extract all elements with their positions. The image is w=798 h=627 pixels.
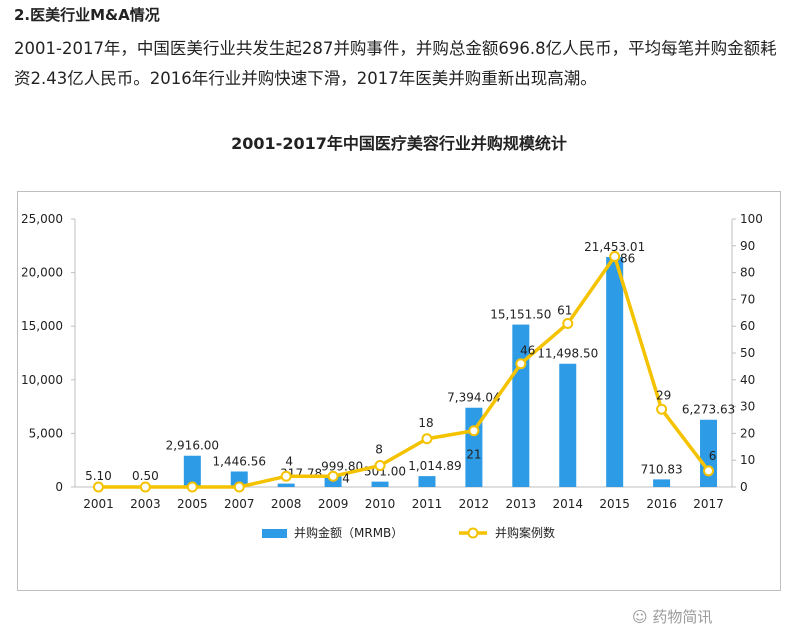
x-tick-label: 2003 [130, 497, 161, 511]
bar-data-label: 2,916.00 [166, 439, 219, 453]
bar-data-label: 1,446.56 [213, 454, 266, 468]
x-tick-label: 2005 [177, 497, 208, 511]
right-tick-label: 10 [740, 453, 755, 467]
line-point [235, 483, 244, 492]
x-tick-label: 2009 [318, 497, 349, 511]
bar-data-label: 6,273.63 [682, 403, 735, 417]
line-point [141, 483, 150, 492]
bar [418, 476, 435, 487]
line-point [610, 252, 619, 261]
bar-data-label: 0.50 [132, 469, 159, 483]
line-data-label: 6 [709, 449, 717, 463]
line-data-label: 29 [656, 388, 671, 402]
right-tick-label: 100 [740, 212, 763, 226]
right-tick-label: 90 [740, 239, 755, 253]
bar [278, 484, 295, 487]
left-tick-label: 5,000 [29, 426, 63, 440]
line-data-label: 4 [285, 454, 293, 468]
line-data-label: 86 [620, 252, 635, 266]
x-tick-label: 2013 [506, 497, 537, 511]
left-tick-label: 20,000 [21, 266, 63, 280]
right-tick-label: 40 [740, 373, 755, 387]
line-data-label: 46 [520, 344, 535, 358]
right-tick-label: 20 [740, 426, 755, 440]
legend-line-label: 并购案例数 [495, 525, 555, 540]
left-tick-label: 15,000 [21, 319, 63, 333]
bar-data-label: 1,014.89 [408, 459, 461, 473]
x-tick-label: 2008 [271, 497, 302, 511]
chart-legend: 并购金额（MRMB） 并购案例数 [262, 525, 555, 540]
bar-data-label: 15,151.50 [490, 308, 551, 322]
x-tick-label: 2012 [459, 497, 490, 511]
x-tick-label: 2015 [599, 497, 630, 511]
left-tick-label: 10,000 [21, 373, 63, 387]
x-tick-label: 2007 [224, 497, 255, 511]
line-point [563, 319, 572, 328]
line-point [704, 466, 713, 475]
bar-data-label: 5.10 [85, 469, 112, 483]
line-data-label: 18 [418, 416, 433, 430]
left-tick-label: 0 [55, 480, 63, 494]
x-tick-label: 2011 [412, 497, 443, 511]
x-tick-label: 2014 [552, 497, 583, 511]
x-tick-label: 2010 [365, 497, 396, 511]
bar-data-label: 11,498.50 [537, 347, 598, 361]
bar [559, 364, 576, 487]
legend-bar-swatch [262, 529, 287, 538]
line-data-label: 8 [375, 443, 383, 457]
right-tick-label: 80 [740, 266, 755, 280]
line-point [422, 434, 431, 443]
line-point [516, 359, 525, 368]
left-tick-label: 25,000 [21, 212, 63, 226]
legend-line-marker [469, 529, 478, 538]
line-data-label: 21 [466, 448, 481, 462]
legend-bar-label: 并购金额（MRMB） [294, 525, 403, 540]
line-point [94, 483, 103, 492]
line-point [282, 472, 291, 481]
line-data-label: 61 [557, 304, 572, 318]
right-tick-label: 50 [740, 346, 755, 360]
x-tick-label: 2017 [693, 497, 724, 511]
line-labels: 4 4 8 18 21 46 61 86 29 6 [285, 252, 716, 486]
right-tick-label: 30 [740, 400, 755, 414]
bar [372, 482, 389, 487]
bar [653, 479, 670, 487]
right-tick-label: 60 [740, 319, 755, 333]
line-point [329, 472, 338, 481]
line-point [188, 483, 197, 492]
bar-data-label: 710.83 [641, 462, 683, 476]
bar [606, 257, 623, 487]
line-point [469, 426, 478, 435]
right-tick-label: 0 [740, 480, 748, 494]
x-tick-label: 2016 [646, 497, 677, 511]
right-tick-label: 70 [740, 292, 755, 306]
x-tick-label: 2001 [83, 497, 114, 511]
line-point [376, 461, 385, 470]
line-data-label: 4 [342, 471, 350, 485]
line-point [657, 405, 666, 414]
